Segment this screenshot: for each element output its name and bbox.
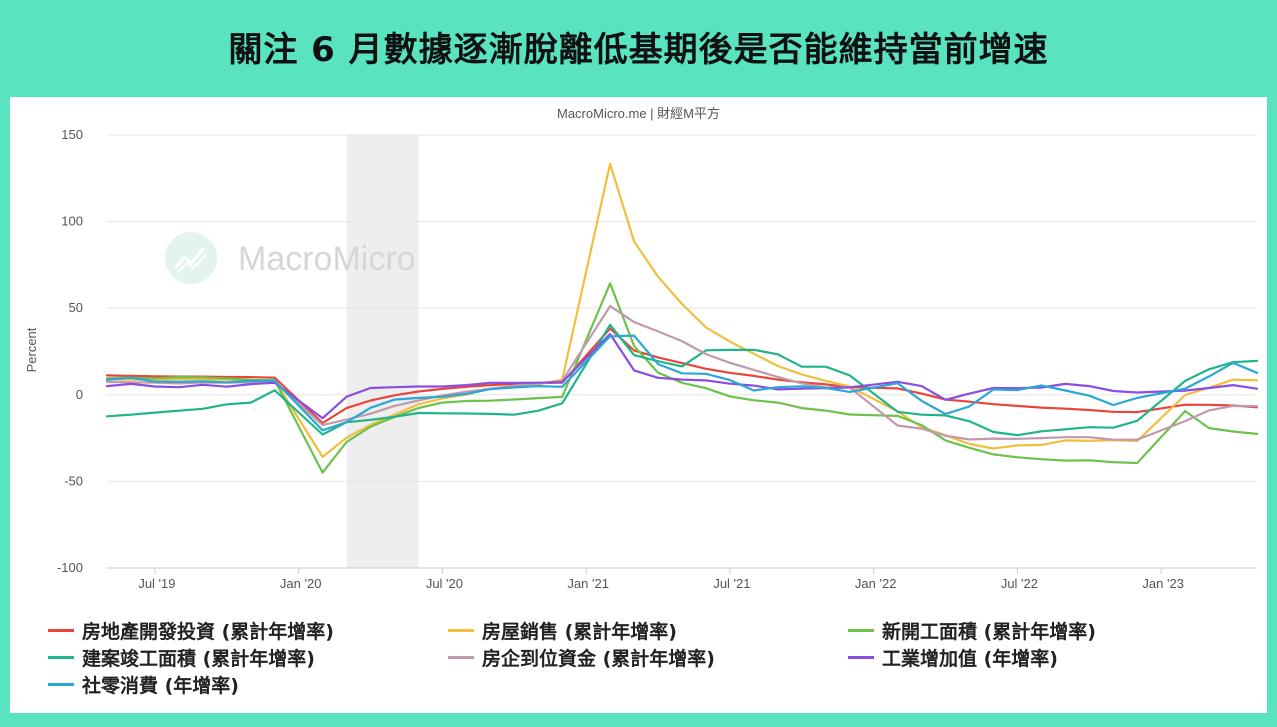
series-line-3 bbox=[105, 282, 1259, 474]
legend-label: 房地產開發投資 (累計年增率) bbox=[82, 621, 334, 643]
line-chart: 150 100 50 0 -50 -100 MacroMicro Percent Jul … bbox=[24, 127, 1259, 591]
x-tick-label: Jan '20 bbox=[280, 576, 322, 591]
legend-swatch bbox=[848, 656, 874, 659]
legend-swatch bbox=[448, 629, 474, 632]
series-line-2 bbox=[105, 162, 1259, 459]
y-tick-label: 0 bbox=[76, 387, 83, 402]
grid-lines: 150 100 50 0 -50 -100 bbox=[57, 127, 1257, 575]
x-tick-label: Jan '22 bbox=[855, 576, 897, 591]
x-tick-label: Jul '21 bbox=[713, 576, 750, 591]
legend-item[interactable]: 房屋銷售 (累計年增率) bbox=[448, 617, 677, 644]
series-line-6 bbox=[105, 332, 1259, 420]
x-tick-label: Jul '20 bbox=[426, 576, 463, 591]
y-tick-label: 50 bbox=[69, 300, 83, 315]
x-tick-label: Jul '19 bbox=[138, 576, 175, 591]
legend-item[interactable]: 房企到位資金 (累計年增率) bbox=[448, 644, 715, 671]
legend-swatch bbox=[48, 683, 74, 686]
legend-item[interactable]: 建案竣工面積 (累計年增率) bbox=[48, 644, 315, 671]
axes: Percent Jul '19 Jan '20 Jul '20 Jan '21 Jul … bbox=[24, 327, 1257, 591]
watermark-text: MacroMicro bbox=[238, 240, 416, 278]
legend-label: 建案竣工面積 (累計年增率) bbox=[82, 648, 315, 670]
legend-item[interactable]: 社零消費 (年增率) bbox=[48, 671, 239, 698]
legend-item[interactable]: 新開工面積 (累計年增率) bbox=[848, 617, 1096, 644]
chart-source: MacroMicro.me | 財經M平方 bbox=[557, 106, 720, 121]
legend-swatch bbox=[48, 656, 74, 659]
series-line-1 bbox=[105, 327, 1259, 425]
legend-label: 工業增加值 (年增率) bbox=[882, 648, 1058, 670]
series-line-4 bbox=[105, 323, 1259, 437]
macromicro-logo-icon bbox=[165, 232, 217, 284]
x-tick-label: Jan '21 bbox=[567, 576, 609, 591]
legend-swatch bbox=[848, 629, 874, 632]
x-tick-label: Jul '22 bbox=[1001, 576, 1038, 591]
legend-label: 新開工面積 (累計年增率) bbox=[882, 621, 1096, 643]
legend-swatch bbox=[448, 656, 474, 659]
series-line-7 bbox=[105, 334, 1259, 432]
series-lines bbox=[105, 162, 1259, 474]
legend-label: 房企到位資金 (累計年增率) bbox=[482, 648, 715, 670]
x-tick-label: Jan '23 bbox=[1142, 576, 1184, 591]
y-axis-label: Percent bbox=[24, 327, 39, 372]
legend-label: 社零消費 (年增率) bbox=[82, 675, 239, 697]
y-tick-label: -100 bbox=[57, 560, 83, 575]
y-tick-label: 100 bbox=[61, 214, 83, 229]
legend-swatch bbox=[48, 629, 74, 632]
legend-item[interactable]: 工業增加值 (年增率) bbox=[848, 644, 1058, 671]
chart-panel: MacroMicro.me | 財經M平方 150 100 50 0 -50 -100 M… bbox=[10, 97, 1267, 713]
legend-label: 房屋銷售 (累計年增率) bbox=[482, 621, 677, 643]
shaded-region bbox=[346, 135, 419, 568]
y-tick-label: -50 bbox=[64, 473, 83, 488]
legend-item[interactable]: 房地產開發投資 (累計年增率) bbox=[48, 617, 334, 644]
banner-title: 關注 6 月數據逐漸脫離低基期後是否能維持當前增速 bbox=[228, 30, 1049, 70]
y-tick-label: 150 bbox=[61, 127, 83, 142]
shaded-period bbox=[346, 135, 419, 568]
watermark: MacroMicro bbox=[165, 232, 416, 284]
